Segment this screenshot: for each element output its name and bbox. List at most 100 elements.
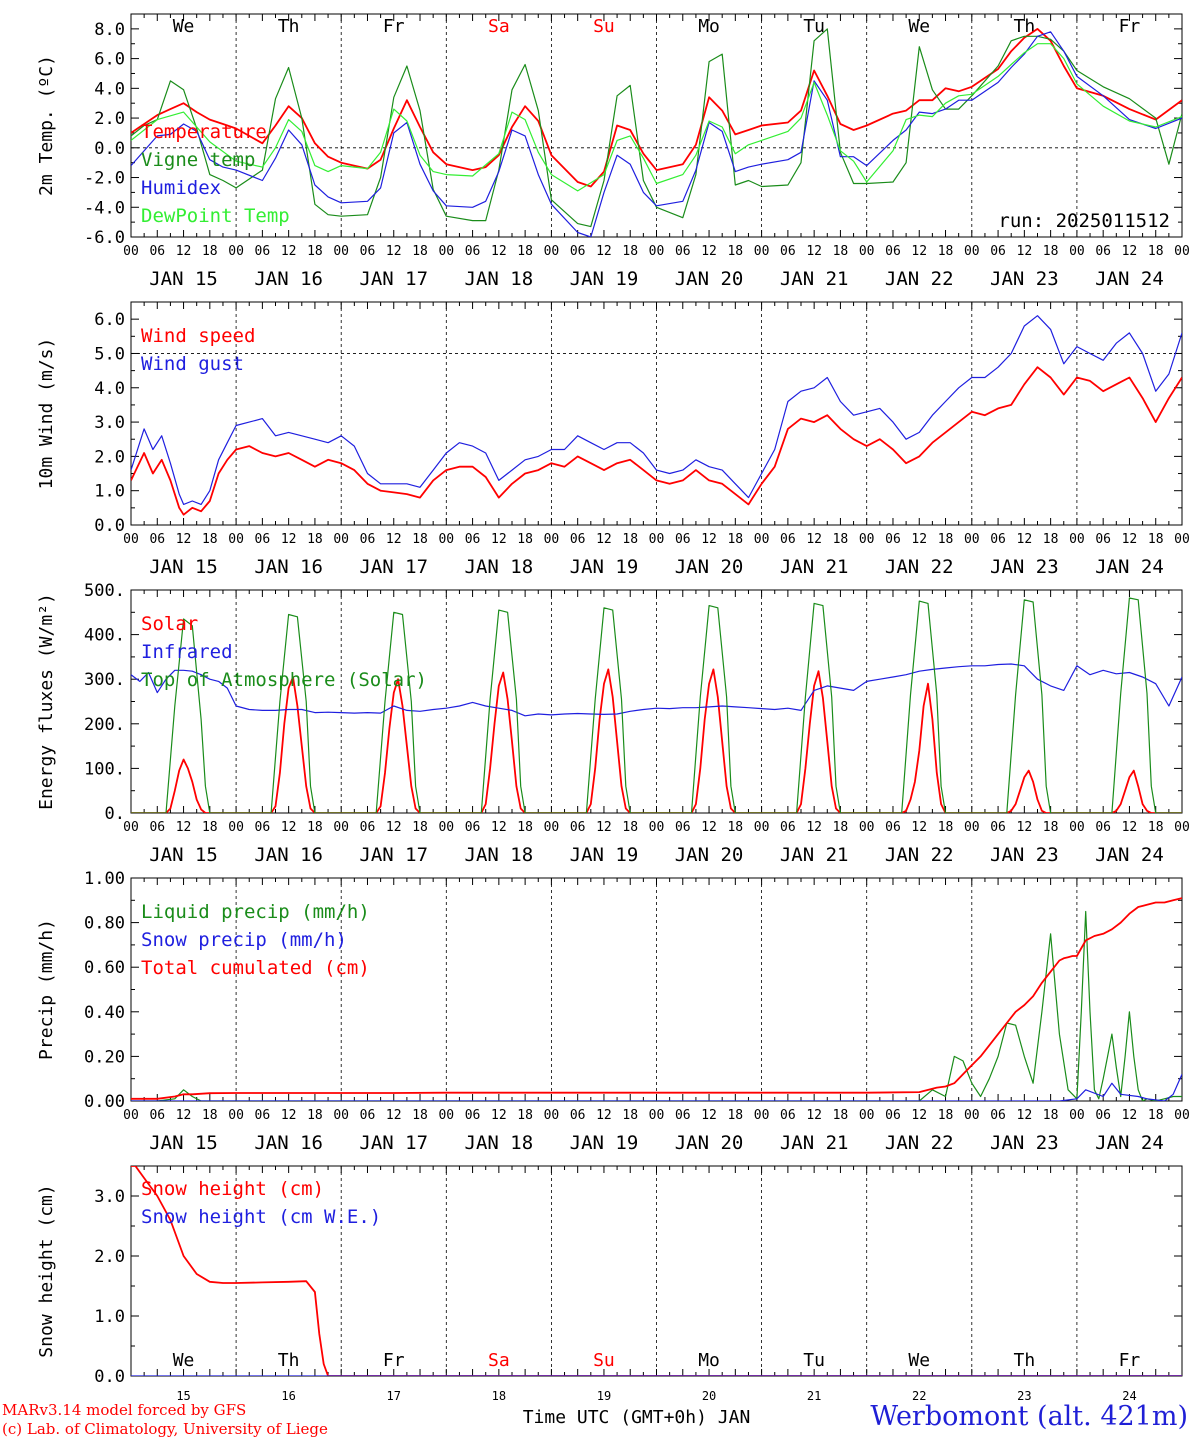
- hour-tick-label: 12: [281, 244, 297, 259]
- y-tick-label: 3.0: [94, 413, 125, 433]
- hour-tick-label: 18: [307, 532, 323, 547]
- date-label: JAN 16: [254, 268, 323, 290]
- date-label: JAN 22: [885, 556, 954, 578]
- hour-tick-label: 00: [964, 244, 980, 259]
- panel-flux: 0. 100. 200. 300. 400. 500. Energy fluxes (W/m…: [36, 581, 1190, 866]
- series-line-humidex: [131, 31, 1182, 237]
- hour-tick-label: 06: [360, 532, 376, 547]
- hour-tick-label: 18: [517, 1108, 533, 1123]
- hour-tick-label: 12: [281, 820, 297, 835]
- hour-tick-label: 18: [1148, 1108, 1164, 1123]
- legend-entry: Solar: [141, 613, 198, 635]
- hour-tick-label: 18: [622, 820, 638, 835]
- date-label: JAN 22: [885, 268, 954, 290]
- date-label: JAN 15: [149, 556, 218, 578]
- series-line-liquid-precip-mm-h-: [131, 910, 1182, 1101]
- hour-tick-label: 00: [859, 1108, 875, 1123]
- hour-tick-label: 18: [1043, 532, 1059, 547]
- date-label: JAN 21: [780, 556, 849, 578]
- hour-tick-label: 00: [544, 532, 560, 547]
- day-number-label: 20: [702, 1389, 716, 1403]
- hour-tick-label: 06: [465, 820, 481, 835]
- y-tick-label: 0.00: [84, 1092, 125, 1112]
- date-label: JAN 18: [465, 844, 534, 866]
- hour-tick-label: 18: [412, 532, 428, 547]
- y-tick-label: 0.0: [94, 516, 125, 536]
- series-line-temperature: [131, 27, 1182, 188]
- date-label: JAN 19: [570, 268, 639, 290]
- y-tick-label: 1.0: [94, 482, 125, 502]
- hour-tick-label: 18: [622, 532, 638, 547]
- day-number-label: 19: [597, 1389, 611, 1403]
- hour-tick-label: 18: [1148, 532, 1164, 547]
- hour-tick-label: 00: [544, 1108, 560, 1123]
- series-group: [131, 315, 1182, 516]
- hour-tick-label: 00: [649, 244, 665, 259]
- day-name-label: Sa: [488, 16, 510, 37]
- y-axis-label: 2m Temp. (ºC): [36, 55, 57, 196]
- hour-tick-label: 18: [202, 532, 218, 547]
- hour-tick-label: 06: [675, 244, 691, 259]
- y-tick-label: 8.0: [94, 20, 125, 40]
- time-axis-label: Time UTC (GMT+0h) JAN: [523, 1407, 751, 1428]
- y-tick-label: 1.0: [94, 1307, 125, 1327]
- hour-tick-label: 18: [517, 820, 533, 835]
- y-tick-label: 300.: [84, 670, 125, 690]
- legend-entry: Humidex: [141, 177, 221, 199]
- legend-entry: DewPoint Temp: [141, 205, 290, 227]
- hour-tick-label: 06: [780, 820, 796, 835]
- hour-tick-label: 12: [491, 244, 507, 259]
- day-name-label: Mo: [698, 1350, 720, 1371]
- day-name-label: Fr: [383, 16, 405, 37]
- hour-tick-label: 18: [517, 244, 533, 259]
- hour-tick-label: 18: [1043, 820, 1059, 835]
- date-label: JAN 24: [1095, 844, 1164, 866]
- y-tick-label: 1.00: [84, 869, 125, 889]
- hour-tick-label: 12: [806, 820, 822, 835]
- hour-tick-label: 12: [1017, 820, 1033, 835]
- hour-tick-label: 18: [727, 244, 743, 259]
- hour-tick-label: 06: [149, 532, 165, 547]
- run-label: run: 2025011512: [998, 210, 1170, 232]
- date-label: JAN 15: [149, 268, 218, 290]
- y-tick-label: 4.0: [94, 379, 125, 399]
- date-label: JAN 16: [254, 844, 323, 866]
- hour-tick-label: 06: [990, 532, 1006, 547]
- y-axis-label: Snow height (cm): [36, 1184, 57, 1357]
- hour-tick-label: 06: [255, 1108, 271, 1123]
- hour-tick-label: 06: [465, 532, 481, 547]
- hour-tick-label: 06: [780, 244, 796, 259]
- series-group: [131, 1166, 1182, 1376]
- hour-tick-label: 06: [570, 820, 586, 835]
- date-label: JAN 24: [1095, 268, 1164, 290]
- hour-tick-label: 06: [1095, 1108, 1111, 1123]
- hour-tick-label: 00: [438, 1108, 454, 1123]
- date-label: JAN 19: [570, 844, 639, 866]
- date-label: JAN 23: [990, 268, 1059, 290]
- y-tick-label: 3.0: [94, 1187, 125, 1207]
- hour-tick-label: 06: [570, 532, 586, 547]
- date-label: JAN 24: [1095, 556, 1164, 578]
- date-label: JAN 17: [359, 844, 428, 866]
- hour-tick-label: 06: [885, 244, 901, 259]
- series-line-snow-precip-mm-h-: [131, 1073, 1182, 1101]
- hour-tick-label: 06: [255, 244, 271, 259]
- day-name-label: Tu: [803, 1350, 825, 1371]
- plot-frame: [130, 301, 1183, 526]
- hour-tick-label: 06: [1095, 244, 1111, 259]
- hour-tick-label: 00: [1174, 1108, 1190, 1123]
- date-label: JAN 21: [780, 844, 849, 866]
- day-name-label: Fr: [1119, 16, 1141, 37]
- day-name-label: We: [173, 16, 195, 37]
- day-name-label: We: [908, 16, 930, 37]
- model-credit: MARv3.14 model forced by GFS: [2, 1401, 247, 1419]
- hour-tick-label: 00: [1069, 244, 1085, 259]
- hour-tick-label: 06: [465, 244, 481, 259]
- hour-tick-label: 00: [649, 1108, 665, 1123]
- hour-tick-label: 12: [911, 244, 927, 259]
- hour-tick-label: 12: [1122, 1108, 1138, 1123]
- date-label: JAN 20: [675, 1132, 744, 1154]
- legend-entry: Infrared: [141, 641, 233, 663]
- hour-tick-label: 18: [833, 532, 849, 547]
